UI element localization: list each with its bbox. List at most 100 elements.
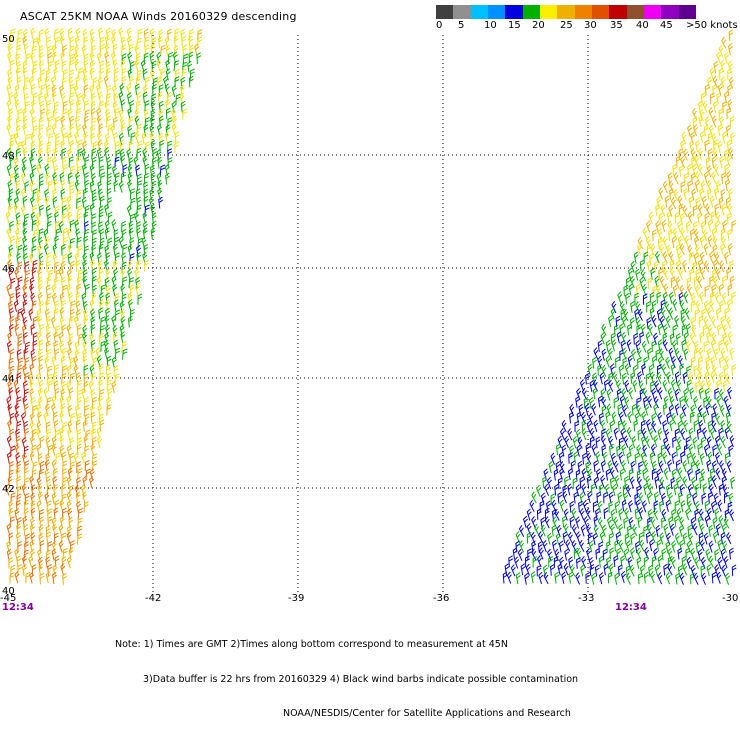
legend-swatch — [661, 5, 679, 19]
wind-barb-stroke — [718, 283, 724, 296]
wind-barb — [105, 396, 111, 409]
wind-barb — [593, 524, 599, 538]
wind-barb — [692, 436, 698, 449]
wind-barb-stroke — [39, 572, 45, 585]
wind-barb-stroke — [167, 51, 174, 64]
wind-barb-stroke — [608, 315, 614, 328]
wind-barb-stroke — [62, 68, 68, 81]
wind-barb — [90, 323, 96, 336]
wind-barb — [188, 51, 194, 64]
wind-barb-stroke — [9, 59, 15, 72]
wind-barb-stroke — [60, 35, 66, 48]
wind-barb-stroke — [637, 428, 643, 441]
wind-barb-stroke — [99, 292, 105, 305]
wind-barb — [68, 92, 75, 104]
wind-barb — [111, 315, 117, 328]
wind-barb-stroke — [674, 371, 680, 384]
wind-barb — [62, 44, 67, 57]
wind-barb — [658, 212, 664, 225]
wind-barb — [9, 59, 15, 72]
wind-barb — [717, 443, 723, 456]
wind-barb-stroke — [97, 404, 103, 417]
wind-barb-stroke — [714, 507, 720, 520]
wind-barb-stroke — [8, 507, 14, 520]
wind-barb — [527, 548, 532, 560]
wind-barb — [76, 428, 82, 441]
wind-barb — [548, 460, 554, 474]
wind-barb — [641, 340, 647, 353]
wind-barb — [506, 571, 512, 584]
wind-barb — [677, 420, 683, 433]
wind-barb-stroke — [651, 315, 657, 328]
wind-barb — [83, 99, 90, 112]
wind-barb — [136, 100, 141, 113]
wind-barb-stroke — [114, 292, 120, 305]
wind-barb-stroke — [567, 428, 573, 441]
wind-barb-stroke — [690, 316, 696, 330]
wind-barb — [694, 179, 700, 192]
wind-barb-stroke — [144, 100, 150, 112]
legend-swatch — [453, 5, 471, 19]
wind-barb-stroke — [37, 283, 43, 296]
wind-barb-stroke — [692, 261, 698, 273]
wind-barb — [145, 141, 150, 153]
wind-barb — [641, 420, 646, 432]
wind-barb-stroke — [707, 219, 713, 232]
wind-barb — [615, 356, 620, 368]
wind-barb — [119, 140, 125, 153]
wind-barb-stroke — [668, 347, 674, 360]
wind-barb-stroke — [13, 379, 19, 392]
wind-barb — [151, 93, 157, 105]
wind-barb-stroke — [59, 340, 65, 353]
wind-barb — [127, 315, 133, 328]
wind-barb — [697, 259, 703, 272]
wind-barb-stroke — [690, 404, 696, 417]
wind-barb-stroke — [82, 28, 88, 41]
wind-barb-stroke — [67, 211, 73, 224]
wind-barb-stroke — [575, 428, 581, 442]
wind-barb — [641, 428, 647, 441]
wind-barb-stroke — [683, 331, 689, 345]
wind-barb-stroke — [568, 452, 574, 464]
wind-barb-stroke — [96, 83, 102, 96]
wind-barb-stroke — [22, 364, 28, 377]
wind-barb — [683, 187, 689, 200]
wind-barb-stroke — [38, 60, 44, 73]
wind-barb-stroke — [621, 331, 627, 345]
wind-barb — [166, 92, 172, 104]
wind-barb — [68, 516, 74, 529]
wind-barb — [6, 523, 12, 536]
wind-barb — [62, 572, 67, 585]
wind-barb — [164, 83, 170, 96]
wind-barb-stroke — [106, 163, 112, 176]
wind-barb-stroke — [173, 35, 179, 48]
wind-barb-stroke — [694, 508, 700, 521]
wind-barb-stroke — [635, 283, 641, 296]
wind-barb — [52, 196, 58, 209]
wind-barb — [63, 227, 68, 240]
wind-barb — [99, 332, 104, 345]
wind-barb-stroke — [609, 476, 615, 489]
wind-barb-stroke — [595, 436, 601, 449]
wind-barb — [699, 291, 705, 304]
wind-barb-stroke — [32, 125, 38, 137]
wind-barb — [580, 524, 586, 537]
wind-barb-stroke — [680, 155, 686, 169]
wind-barb — [31, 45, 37, 57]
wind-barb — [720, 188, 726, 201]
wind-barb-stroke — [151, 93, 157, 105]
wind-barb — [14, 402, 20, 416]
wind-barb-stroke — [53, 411, 58, 424]
wind-barb — [553, 468, 559, 481]
wind-barb — [16, 76, 22, 89]
wind-barb-stroke — [68, 387, 74, 400]
wind-barb — [710, 171, 717, 184]
wind-speed-color-legend — [436, 5, 696, 19]
wind-barb — [104, 203, 110, 216]
wind-barb — [551, 508, 557, 521]
wind-barb-stroke — [593, 347, 599, 360]
wind-barb-stroke — [134, 211, 140, 224]
wind-barb — [579, 507, 585, 521]
wind-barb — [90, 36, 96, 49]
wind-barb — [622, 404, 628, 418]
